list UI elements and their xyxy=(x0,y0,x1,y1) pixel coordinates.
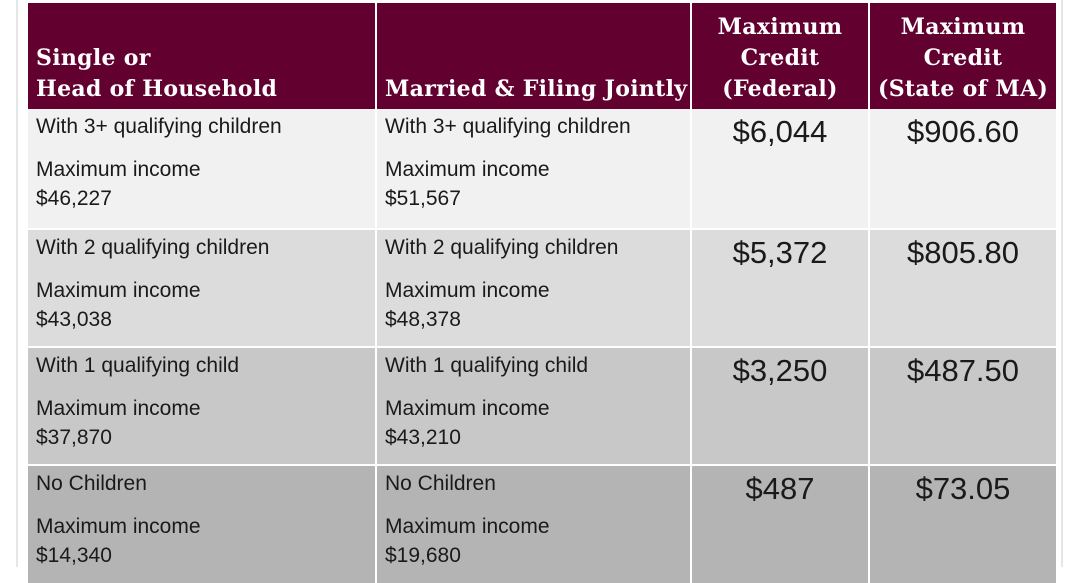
state-credit: $906.60 xyxy=(869,109,1056,229)
single-cell: With 3+ qualifying children Maximum inco… xyxy=(28,109,377,229)
income-value: $14,340 xyxy=(36,544,112,567)
header-federal-line: Maximum xyxy=(717,14,843,40)
header-single-line: Head of Household xyxy=(36,76,278,102)
condition-text: With 3+ qualifying children xyxy=(36,115,282,138)
single-cell: With 1 qualifying child Maximum income $… xyxy=(28,346,377,465)
header-row: Single or Head of Household Married & Fi… xyxy=(28,3,1056,109)
income-value: $46,227 xyxy=(36,187,112,210)
married-cell: With 3+ qualifying children Maximum inco… xyxy=(376,109,692,229)
header-federal-line: Credit xyxy=(740,45,820,71)
single-cell: With 2 qualifying children Maximum incom… xyxy=(28,228,377,347)
credit-table: Single or Head of Household Married & Fi… xyxy=(28,3,1056,583)
slide-frame: Single or Head of Household Married & Fi… xyxy=(16,0,1063,583)
income-label: Maximum income xyxy=(385,279,550,302)
income-label: Maximum income xyxy=(36,279,201,302)
condition-text: No Children xyxy=(36,472,147,495)
income-label: Maximum income xyxy=(36,158,201,181)
condition-text: With 1 qualifying child xyxy=(385,354,589,377)
income-value: $43,038 xyxy=(36,308,112,331)
header-state-line: Credit xyxy=(923,45,1003,71)
income-value: $19,680 xyxy=(385,544,461,567)
header-federal: Maximum Credit (Federal) xyxy=(691,3,870,109)
header-federal-line: (Federal) xyxy=(722,76,838,102)
married-cell: No Children Maximum income $19,680 xyxy=(376,464,692,583)
condition-text: With 3+ qualifying children xyxy=(385,115,631,138)
income-value: $51,567 xyxy=(385,187,461,210)
federal-credit: $487 xyxy=(691,464,870,583)
header-single: Single or Head of Household xyxy=(28,3,377,109)
header-state-line: Maximum xyxy=(900,14,1026,40)
header-married: Married & Filing Jointly xyxy=(376,3,692,109)
header-single-line: Single or xyxy=(36,45,151,71)
header-state: Maximum Credit (State of MA) xyxy=(869,3,1056,109)
state-credit: $73.05 xyxy=(869,464,1056,583)
income-label: Maximum income xyxy=(385,397,550,420)
state-credit: $487.50 xyxy=(869,346,1056,465)
income-value: $43,210 xyxy=(385,426,461,449)
federal-credit: $6,044 xyxy=(691,109,870,229)
table-row: With 2 qualifying children Maximum incom… xyxy=(28,228,1056,347)
married-cell: With 2 qualifying children Maximum incom… xyxy=(376,228,692,347)
income-label: Maximum income xyxy=(385,515,550,538)
condition-text: No Children xyxy=(385,472,496,495)
federal-credit: $3,250 xyxy=(691,346,870,465)
federal-credit: $5,372 xyxy=(691,228,870,347)
condition-text: With 2 qualifying children xyxy=(385,236,619,259)
condition-text: With 1 qualifying child xyxy=(36,354,240,377)
header-married-line: Married & Filing Jointly xyxy=(385,76,688,102)
single-cell: No Children Maximum income $14,340 xyxy=(28,464,377,583)
married-cell: With 1 qualifying child Maximum income $… xyxy=(376,346,692,465)
income-label: Maximum income xyxy=(36,515,201,538)
income-label: Maximum income xyxy=(36,397,201,420)
income-value: $37,870 xyxy=(36,426,112,449)
state-credit: $805.80 xyxy=(869,228,1056,347)
table-row: No Children Maximum income $14,340 No Ch… xyxy=(28,464,1056,583)
table-row: With 1 qualifying child Maximum income $… xyxy=(28,346,1056,465)
income-value: $48,378 xyxy=(385,308,461,331)
table-row: With 3+ qualifying children Maximum inco… xyxy=(28,109,1056,229)
header-state-line: (State of MA) xyxy=(878,76,1049,102)
income-label: Maximum income xyxy=(385,158,550,181)
condition-text: With 2 qualifying children xyxy=(36,236,270,259)
